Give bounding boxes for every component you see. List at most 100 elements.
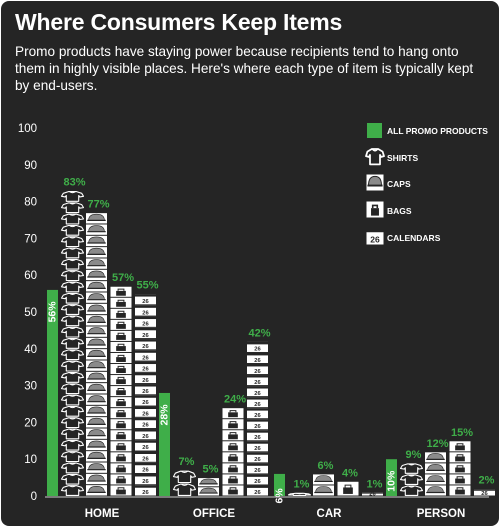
bag-icon	[110, 375, 132, 386]
calendar-icon: 26	[135, 294, 156, 305]
bag-icon	[110, 441, 132, 452]
cap-icon	[86, 371, 107, 383]
data-label: 4%	[342, 467, 358, 479]
category-group-person: 10% 9% 12%15% 26 2% PERSON	[386, 427, 495, 520]
category-group-car: 6%1%6%4%261%CAR	[274, 460, 383, 520]
bag-icon	[110, 474, 132, 485]
bag-icon	[222, 452, 244, 463]
bar-caps	[313, 474, 334, 496]
cap-icon	[425, 463, 446, 474]
data-label: 56%	[47, 301, 59, 323]
calendar-icon: 26	[247, 408, 268, 419]
calendar-icon-text: 26	[142, 479, 149, 485]
bar-shirts	[399, 463, 424, 496]
calendar-icon: 26	[247, 430, 268, 441]
data-label: 24%	[224, 394, 246, 406]
calendar-icon: 26	[135, 485, 156, 496]
bag-icon	[222, 463, 244, 474]
calendar-icon-text: 26	[142, 434, 149, 440]
calendar-icon-text: 26	[142, 445, 149, 451]
x-tick-label: HOME	[85, 508, 120, 520]
bar-all-promo-products	[47, 289, 58, 496]
calendar-icon: 26	[135, 350, 156, 361]
shirt-icon	[60, 394, 85, 406]
calendar-icon-text: 26	[142, 423, 149, 429]
shirt-icon	[60, 473, 85, 485]
bag-icon	[449, 441, 471, 452]
calendar-icon: 26	[247, 375, 268, 386]
cap-icon	[86, 224, 107, 235]
data-label: 12%	[426, 438, 448, 450]
y-tick-label: 20	[24, 417, 37, 429]
bar-caps	[86, 213, 107, 496]
cap-icon	[86, 473, 107, 485]
shirt-icon	[60, 462, 85, 474]
data-label: 15%	[451, 427, 473, 439]
calendar-icon-text: 26	[142, 456, 149, 462]
calendar-icon-text: 26	[254, 347, 261, 353]
bag-icon	[110, 352, 132, 364]
bag-icon	[110, 485, 132, 496]
calendar-icon: 26	[247, 441, 268, 452]
bag-icon	[222, 474, 244, 485]
calendar-icon-text: 26	[142, 322, 149, 328]
shirt-icon	[60, 360, 85, 372]
data-label: 10%	[386, 470, 398, 492]
y-tick-label: 90	[24, 160, 37, 172]
data-label: 6%	[318, 460, 334, 472]
bars: 56%83%77%57%2626262626262626262626262626…	[47, 177, 495, 520]
calendar-icon: 26	[366, 228, 384, 245]
calendar-icon-text: 26	[254, 402, 261, 408]
bar-bags	[222, 408, 244, 496]
y-tick-label: 30	[24, 381, 37, 393]
bag-icon	[222, 441, 244, 452]
y-tick-label: 60	[24, 270, 37, 282]
bag-icon	[110, 386, 132, 397]
data-label: 77%	[87, 199, 109, 211]
bag-icon	[222, 419, 244, 430]
shirt-icon	[172, 470, 197, 484]
bag-icon	[110, 308, 132, 319]
cap-icon	[86, 258, 107, 269]
calendar-icon-text: 26	[254, 358, 261, 364]
shirt-icon	[60, 202, 85, 214]
calendar-icon-text: 26	[142, 389, 149, 395]
shirt-icon	[60, 258, 85, 270]
bag-icon	[110, 297, 132, 308]
shirt-icon	[60, 304, 85, 315]
calendar-icon-text: 26	[254, 490, 261, 496]
data-label: 28%	[159, 404, 171, 426]
cap-icon	[86, 394, 107, 405]
bar-shirts	[60, 191, 85, 496]
data-label: 55%	[136, 280, 158, 292]
cap-icon	[313, 474, 334, 485]
legend-item-calendars: 26 CALENDARS	[366, 228, 441, 245]
calendar-icon-text: 26	[254, 435, 261, 441]
cap-icon	[86, 451, 107, 462]
shirt-icon	[60, 439, 85, 451]
data-label: 42%	[248, 327, 270, 339]
bar-calendars: 26 26 26 26 26 26 26 26 26 26 26 26 26 26	[247, 341, 268, 496]
legend-item-all-promo-products: ALL PROMO PRODUCTS	[367, 123, 488, 138]
legend: ALL PROMO PRODUCTS SHIRTS CAPS BAGS 26 CALEND…	[365, 123, 488, 245]
calendar-icon-text: 26	[254, 468, 261, 474]
data-label: 83%	[63, 177, 85, 189]
bar-bags	[110, 286, 132, 496]
x-tick-label: OFFICE	[193, 508, 235, 520]
bag-icon	[366, 201, 384, 218]
calendar-icon-text: 26	[254, 413, 261, 419]
bag-icon	[110, 397, 132, 408]
data-label: 57%	[112, 272, 134, 284]
cap-icon	[86, 405, 107, 417]
cap-icon	[86, 439, 107, 451]
bag-icon	[110, 286, 132, 297]
calendar-icon: 26	[135, 305, 156, 316]
shirt-icon	[60, 405, 85, 417]
y-tick-label: 50	[24, 307, 37, 319]
bag-icon	[110, 341, 132, 352]
calendar-icon: 26	[135, 462, 156, 474]
calendar-icon: 26	[135, 327, 156, 339]
calendar-icon-text: 26	[370, 234, 380, 244]
